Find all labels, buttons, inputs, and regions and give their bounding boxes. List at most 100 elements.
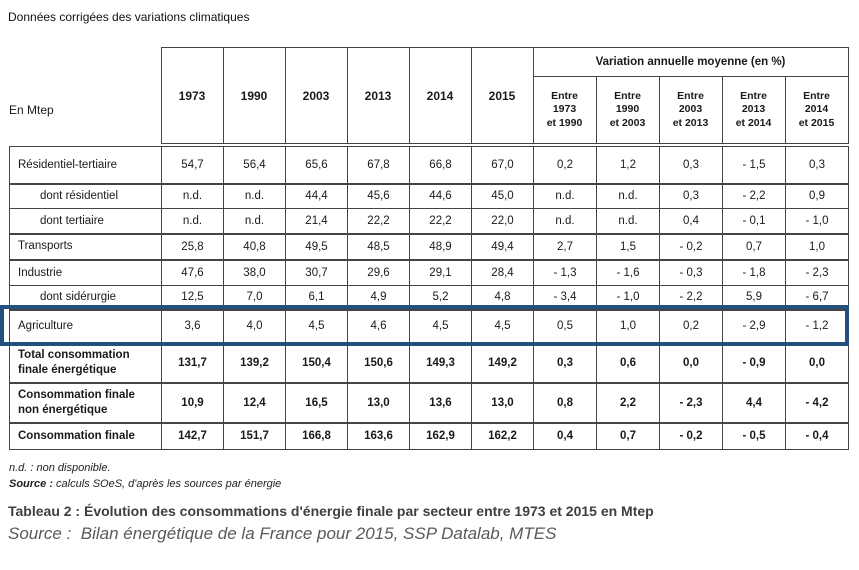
table-source-note: Source : calculs SOeS, d'après les source… xyxy=(9,478,281,490)
value-cell: 4,5 xyxy=(409,308,472,343)
value-cell: 22,2 xyxy=(409,208,472,234)
row-label: Résidentiel-tertiaire xyxy=(9,146,162,184)
table-row: Consommation finale 142,7 151,7 166,8 163,6 1… xyxy=(9,421,849,450)
value-cell: 67,8 xyxy=(347,146,410,184)
table-row-agriculture: Agriculture 3,6 4,0 4,5 4,6 4,5 4,5 0,5 1,0 0,2- … xyxy=(9,308,849,343)
value-cell: n.d. xyxy=(161,182,224,209)
value-cell: 150,6 xyxy=(347,341,410,383)
source-text: calculs SOeS, d'après les sources par én… xyxy=(56,478,282,490)
value-cell: 44,6 xyxy=(409,182,472,209)
table-caption: Tableau 2 : Évolution des consommations … xyxy=(8,503,654,519)
value-cell: 0,7 xyxy=(596,421,660,450)
value-cell: - 1,0 xyxy=(785,208,849,234)
value-cell: - 4,2 xyxy=(785,381,849,423)
year-header: 2014 xyxy=(408,47,472,144)
value-cell: - 0,9 xyxy=(722,341,786,383)
value-cell: - 2,3 xyxy=(785,258,849,286)
value-cell: 10,9 xyxy=(161,381,224,423)
value-cell: 12,4 xyxy=(223,381,286,423)
header-row-variation-periods: Entre 1973 et 1990 Entre 1990 et 2003 Entre 200… xyxy=(9,76,849,144)
value-cell: 4,0 xyxy=(223,308,286,343)
value-cell: 16,5 xyxy=(285,381,348,423)
table-row: Résidentiel-tertiaire 54,7 56,4 65,6 67,8 66,… xyxy=(9,146,849,184)
table-row: Consommation finale non énergétique 10,9 1… xyxy=(9,381,849,423)
value-cell: 1,5 xyxy=(596,232,660,260)
value-cell: 166,8 xyxy=(285,421,348,450)
year-header: 1973 xyxy=(160,47,224,144)
value-cell: 30,7 xyxy=(285,258,348,286)
value-cell: 44,4 xyxy=(285,182,348,209)
value-cell: 149,2 xyxy=(471,341,534,383)
value-cell: - 1,5 xyxy=(722,146,786,184)
value-cell: 0,3 xyxy=(785,146,849,184)
value-cell: 47,6 xyxy=(161,258,224,286)
row-label: Transports xyxy=(9,232,162,260)
row-label: Consommation finale non énergétique xyxy=(9,381,162,423)
value-cell: 0,6 xyxy=(596,341,660,383)
value-cell: 29,6 xyxy=(347,258,410,286)
value-cell: n.d. xyxy=(596,208,660,234)
value-cell: 0,2 xyxy=(533,146,597,184)
value-cell: 13,6 xyxy=(409,381,472,423)
climate-correction-note: Données corrigées des variations climati… xyxy=(8,10,250,24)
value-cell: n.d. xyxy=(596,182,660,209)
value-cell: 65,6 xyxy=(285,146,348,184)
value-cell: 0,4 xyxy=(659,208,723,234)
value-cell: - 1,6 xyxy=(596,258,660,286)
value-cell: - 2,3 xyxy=(659,381,723,423)
row-label: dont résidentiel xyxy=(9,182,162,209)
row-label: Agriculture xyxy=(9,308,162,343)
value-cell: - 2,2 xyxy=(722,182,786,209)
value-cell: 48,5 xyxy=(347,232,410,260)
value-cell: 56,4 xyxy=(223,146,286,184)
value-cell: 1,0 xyxy=(785,232,849,260)
table-row: dont résidentiel n.d. n.d. 44,4 45,6 44,6 45,0… xyxy=(9,182,849,209)
source-label: Source : xyxy=(9,478,54,490)
value-cell: 21,4 xyxy=(285,208,348,234)
value-cell: 0,3 xyxy=(659,146,723,184)
value-cell: 4,5 xyxy=(285,308,348,343)
value-cell: 49,5 xyxy=(285,232,348,260)
value-cell: 25,8 xyxy=(161,232,224,260)
year-header: 2003 xyxy=(284,47,348,144)
value-cell: 45,6 xyxy=(347,182,410,209)
value-cell: 0,8 xyxy=(533,381,597,423)
value-cell: 13,0 xyxy=(471,381,534,423)
value-cell: 1,0 xyxy=(596,308,660,343)
table-row: Transports 25,8 40,8 49,5 48,5 48,9 49,4 2,7 1,5… xyxy=(9,232,849,260)
value-cell: 162,9 xyxy=(409,421,472,450)
value-cell: 151,7 xyxy=(223,421,286,450)
variation-header: Variation annuelle moyenne (en %) xyxy=(532,47,849,77)
header-row-years: En Mtep 1973 1990 2003 2013 2014 2015 Variation… xyxy=(9,47,849,144)
value-cell: - 0,5 xyxy=(722,421,786,450)
value-cell: 22,2 xyxy=(347,208,410,234)
value-cell: 3,6 xyxy=(161,308,224,343)
value-cell: n.d. xyxy=(533,208,597,234)
value-cell: 0,0 xyxy=(785,341,849,383)
value-cell: - 0,2 xyxy=(659,421,723,450)
row-label: dont tertiaire xyxy=(9,208,162,234)
value-cell: 0,4 xyxy=(533,421,597,450)
value-cell: 13,0 xyxy=(347,381,410,423)
value-cell: 4,4 xyxy=(722,381,786,423)
value-cell: 40,8 xyxy=(223,232,286,260)
value-cell: 54,7 xyxy=(161,146,224,184)
row-label: Industrie xyxy=(9,258,162,286)
variation-period-header: Entre 2003 et 2013 xyxy=(658,76,723,144)
value-cell: 22,0 xyxy=(471,208,534,234)
nd-footnote: n.d. : non disponible. xyxy=(9,462,111,474)
value-cell: n.d. xyxy=(533,182,597,209)
value-cell: - 1,3 xyxy=(533,258,597,286)
variation-period-header: Entre 1973 et 1990 xyxy=(532,76,597,144)
value-cell: 0,5 xyxy=(533,308,597,343)
value-cell: 4,6 xyxy=(347,308,410,343)
year-header: 2013 xyxy=(346,47,410,144)
value-cell: - 0,4 xyxy=(785,421,849,450)
variation-period-header: Entre 2014 et 2015 xyxy=(784,76,849,144)
value-cell: - 0,3 xyxy=(659,258,723,286)
value-cell: 0,9 xyxy=(785,182,849,209)
value-cell: 0,3 xyxy=(533,341,597,383)
agriculture-highlight-box xyxy=(0,305,849,346)
value-cell: 38,0 xyxy=(223,258,286,286)
value-cell: 163,6 xyxy=(347,421,410,450)
